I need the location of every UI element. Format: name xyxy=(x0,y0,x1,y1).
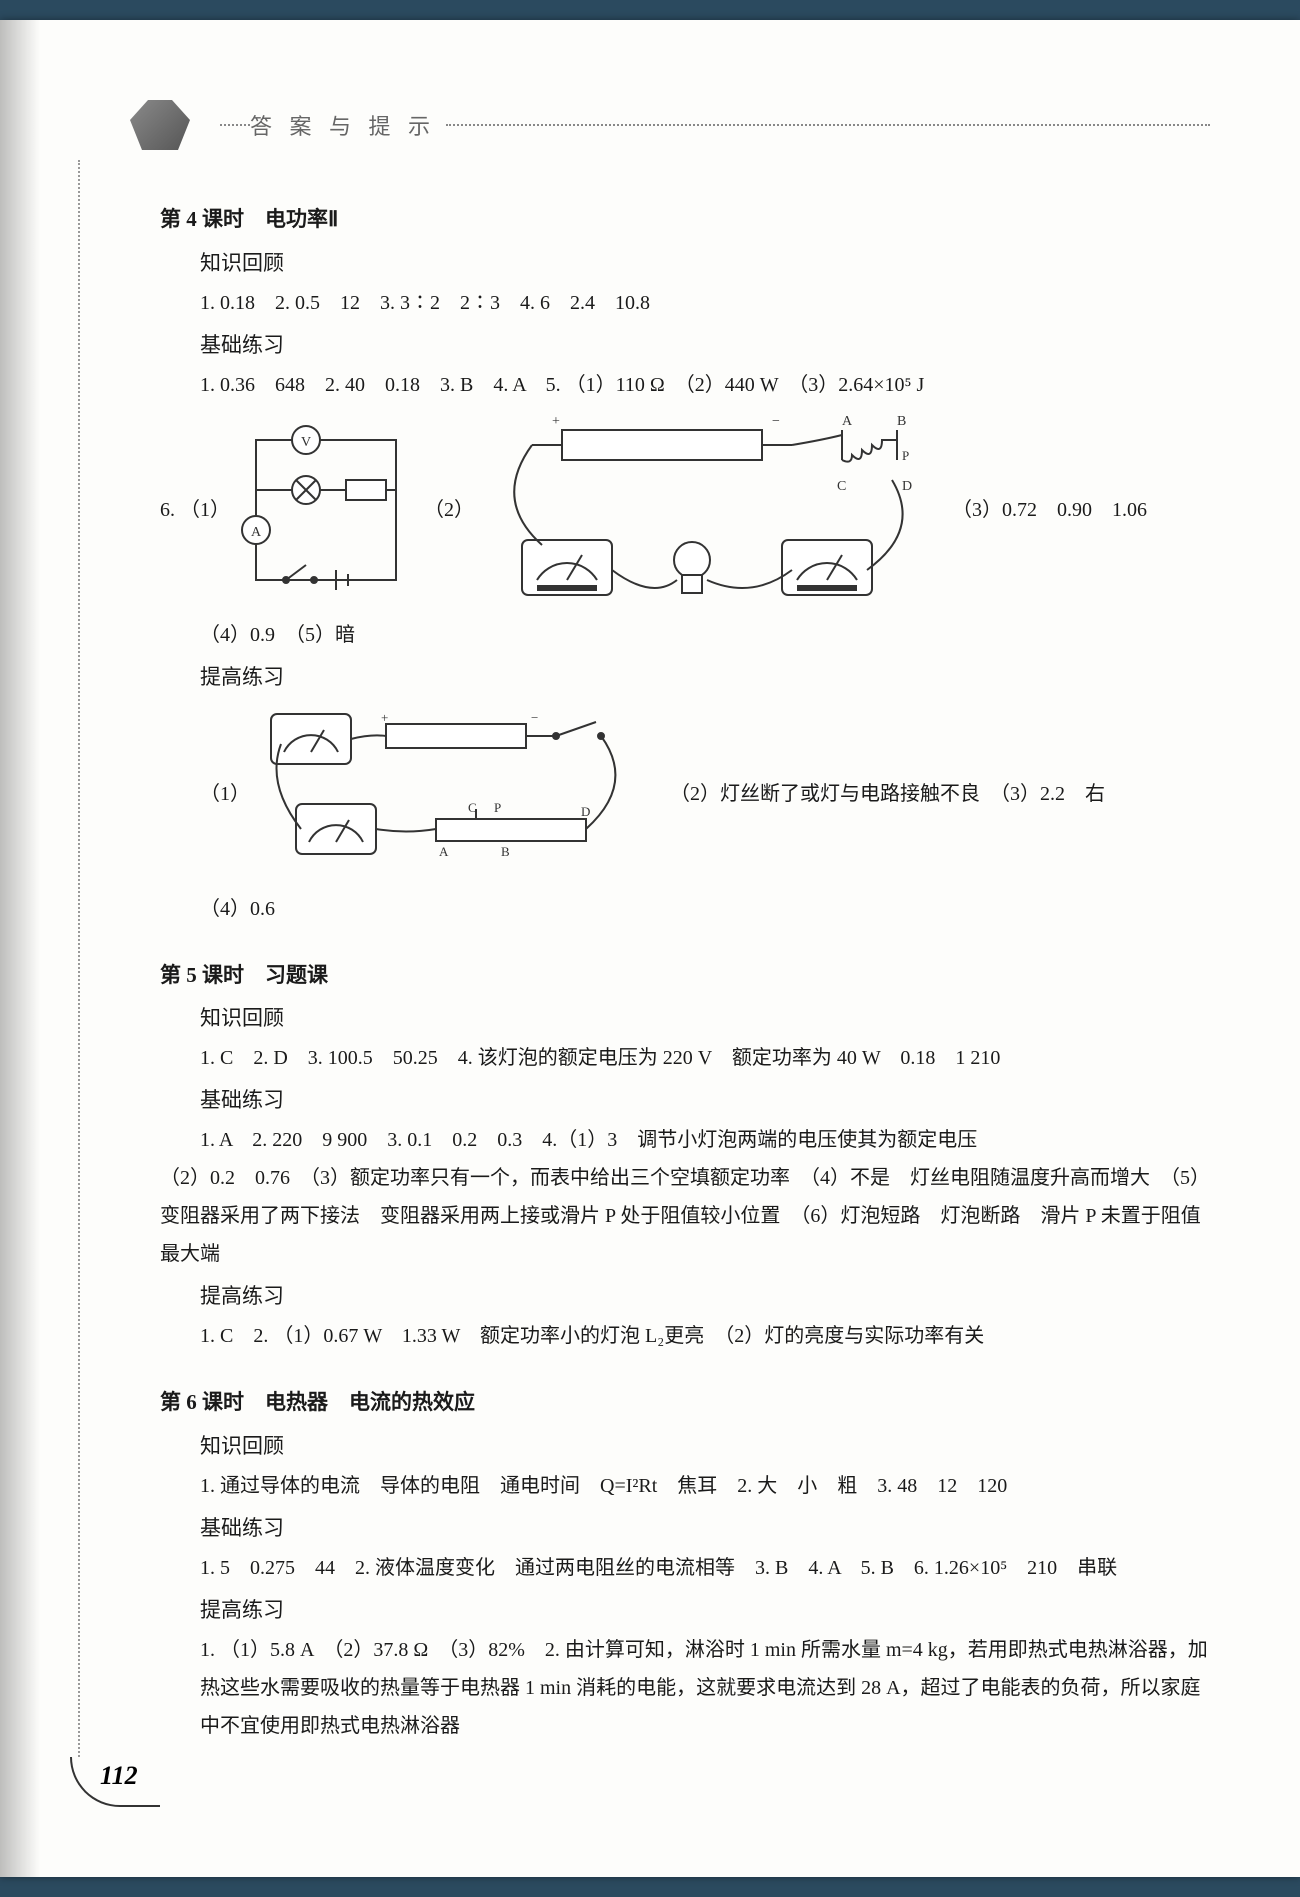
lesson-5-basic-0: 1. A 2. 220 9 900 3. 0.1 0.2 0.3 4.（1）3 … xyxy=(200,1121,1210,1159)
lesson-6-adv-0: 1. （1）5.8 A （2）37.8 Ω （3）82% 2. 由计算可知，淋浴… xyxy=(200,1631,1210,1745)
adv-q1-line2: （4）0.6 xyxy=(200,890,1210,928)
page-number: 112 xyxy=(100,1761,138,1791)
lesson-4-q6-row: 6. （1） V A xyxy=(160,410,1210,610)
q6-mid: （2） xyxy=(424,491,474,529)
dotted-margin-line xyxy=(78,160,80,1757)
svg-text:+: + xyxy=(552,414,560,429)
q6-line2: （4）0.9 （5）暗 xyxy=(200,616,1210,654)
svg-text:C: C xyxy=(468,800,477,815)
lesson-6-review-0: 1. 通过导体的电流 导体的电阻 通电时间 Q=I²Rt 焦耳 2. 大 小 粗… xyxy=(200,1467,1210,1505)
header-decoration-icon xyxy=(130,100,190,150)
svg-text:P: P xyxy=(902,448,909,463)
adv-q1-prefix: （1） xyxy=(200,775,250,813)
q6-suffix: （3）0.72 0.90 1.06 xyxy=(952,491,1147,529)
circuit-diagram-3-icon: + − A B C P D xyxy=(256,704,656,884)
lesson-5-basic-1: （2）0.2 0.76 （3）额定功率只有一个，而表中给出三个空填额定功率 （4… xyxy=(160,1159,1210,1273)
lesson-4-review-line: 1. 0.18 2. 0.5 12 3. 3∶2 2∶3 4. 6 2.4 10… xyxy=(200,284,1210,322)
page-header: 答 案 与 提 示 xyxy=(130,100,1210,150)
svg-text:C: C xyxy=(837,479,846,494)
lesson-4-section-1-name: 基础练习 xyxy=(200,326,1210,366)
lesson-4-title: 第 4 课时 电功率Ⅱ xyxy=(160,200,1210,240)
lesson-6-title: 第 6 课时 电热器 电流的热效应 xyxy=(160,1383,1210,1423)
lesson-6-section-2-name: 提高练习 xyxy=(200,1591,1210,1631)
lesson-6-section-1-name: 基础练习 xyxy=(200,1509,1210,1549)
svg-text:B: B xyxy=(897,414,906,429)
lesson-6-basic-0: 1. 5 0.275 44 2. 液体温度变化 通过两电阻丝的电流相等 3. B… xyxy=(200,1549,1210,1587)
svg-text:−: − xyxy=(531,710,538,725)
lesson-5-adv-0: 1. C 2. （1）0.67 W 1.33 W 额定功率小的灯泡 L₂更亮 （… xyxy=(200,1317,1210,1355)
lesson-5-review-0: 1. C 2. D 3. 100.5 50.25 4. 该灯泡的额定电压为 22… xyxy=(200,1039,1210,1077)
lesson-5-section-0-name: 知识回顾 xyxy=(200,999,1210,1039)
svg-text:D: D xyxy=(581,804,590,819)
svg-text:+: + xyxy=(381,710,388,725)
svg-text:P: P xyxy=(494,800,501,815)
header-title: 答 案 与 提 示 xyxy=(250,109,436,141)
svg-text:V: V xyxy=(301,435,311,450)
svg-text:−: − xyxy=(772,414,780,429)
page: 答 案 与 提 示 第 4 课时 电功率Ⅱ 知识回顾 1. 0.18 2. 0.… xyxy=(0,20,1300,1877)
page-number-wrap: 112 xyxy=(70,1757,138,1807)
lesson-5-section-1-name: 基础练习 xyxy=(200,1081,1210,1121)
svg-text:D: D xyxy=(902,479,912,494)
circuit-diagram-1-icon: V A xyxy=(236,420,416,600)
lesson-5-title: 第 5 课时 习题课 xyxy=(160,956,1210,996)
circuit-diagram-2-icon: + − A B P C D xyxy=(482,410,942,610)
lesson-5-section-2-name: 提高练习 xyxy=(200,1277,1210,1317)
lesson-6-section-0-name: 知识回顾 xyxy=(200,1427,1210,1467)
content-area: 第 4 课时 电功率Ⅱ 知识回顾 1. 0.18 2. 0.5 12 3. 3∶… xyxy=(160,200,1210,1745)
lesson-4-basic-line-0: 1. 0.36 648 2. 40 0.18 3. B 4. A 5. （1）1… xyxy=(200,366,1210,404)
dotted-line-right xyxy=(446,124,1210,126)
svg-text:A: A xyxy=(842,414,853,429)
q6-prefix: 6. （1） xyxy=(160,491,230,529)
dotted-line-left xyxy=(220,124,250,126)
lesson-4-section-0-name: 知识回顾 xyxy=(200,244,1210,284)
svg-text:A: A xyxy=(439,844,449,859)
svg-text:A: A xyxy=(251,525,262,540)
adv-q1-suffix: （2）灯丝断了或灯与电路接触不良 （3）2.2 右 xyxy=(670,775,1105,813)
svg-text:B: B xyxy=(501,844,510,859)
lesson-4-adv-row: （1） + − xyxy=(200,704,1210,884)
lesson-4-section-2-name: 提高练习 xyxy=(200,658,1210,698)
